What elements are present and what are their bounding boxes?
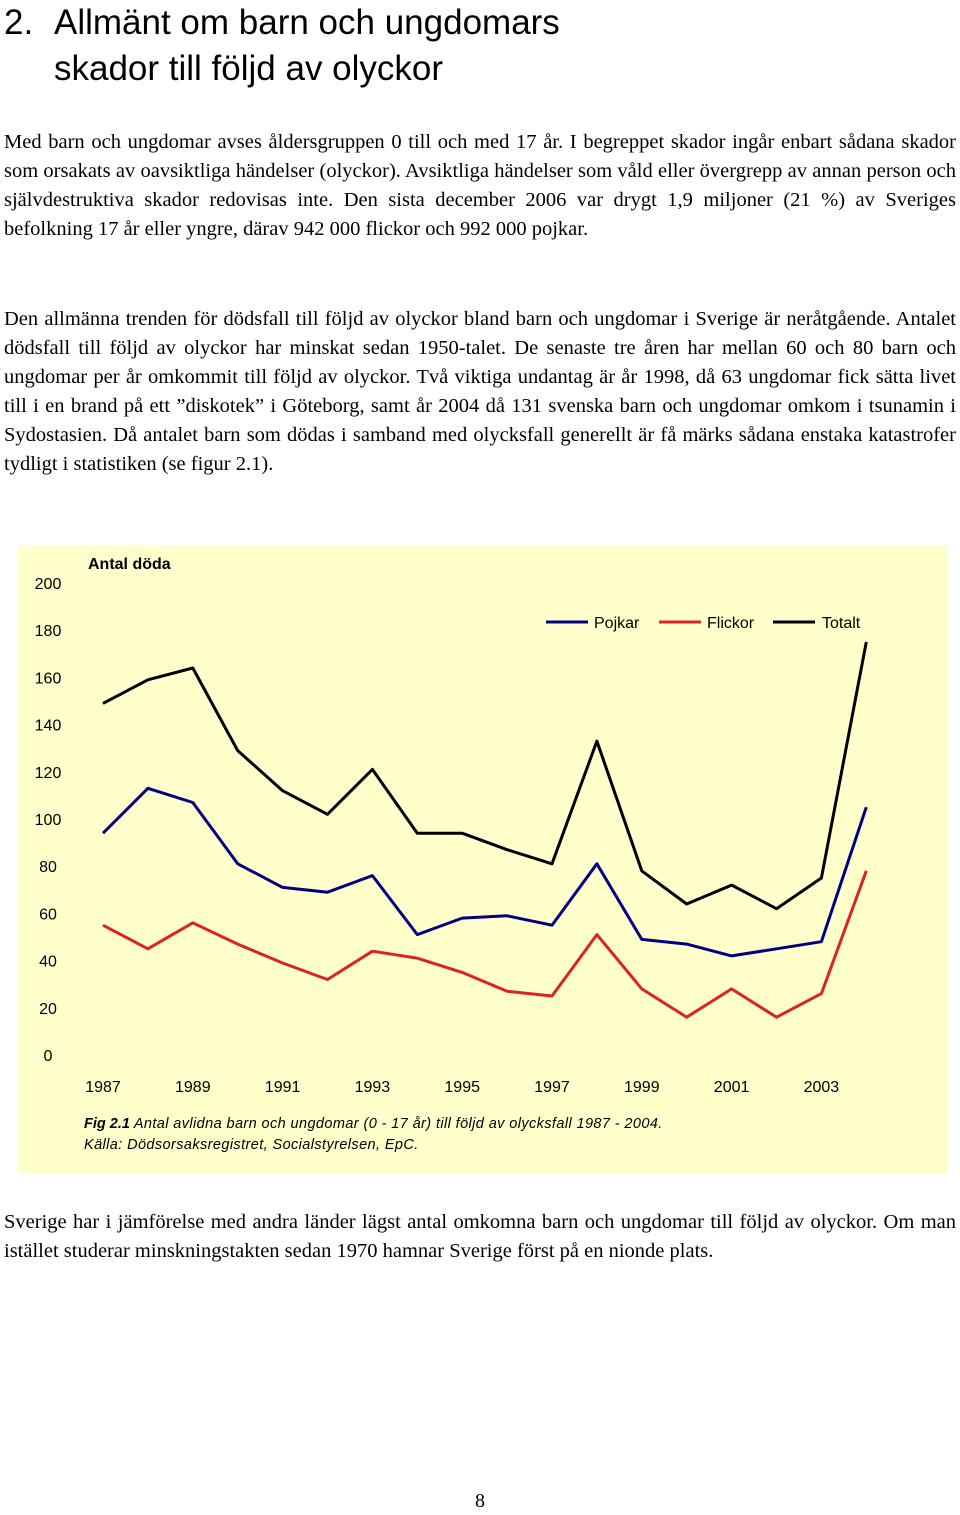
x-tick-label: 2003 [804, 1079, 840, 1096]
y-tick-label: 160 [35, 670, 62, 687]
y-tick-label: 20 [39, 1001, 57, 1018]
section-heading: 2. Allmänt om barn och ungdomars skador t… [4, 0, 944, 92]
paragraph-comparison: Sverige har i jämförelse med andra lände… [4, 1211, 956, 1262]
x-tick-label: 1999 [624, 1079, 660, 1096]
heading-line-2: skador till följd av olyckor [54, 49, 444, 88]
series-line-flickor [102, 870, 868, 1019]
x-tick-label: 1989 [175, 1079, 211, 1096]
line-chart: 0 20 40 60 80 100 120 140 160 180 200 Antal döda 198… [35, 556, 883, 1096]
series-line-totalt [102, 641, 868, 911]
x-tick-label: 1987 [85, 1079, 121, 1096]
legend-label-totalt: Totalt [822, 615, 861, 632]
x-tick-label: 2001 [714, 1079, 750, 1096]
x-tick-label: 1993 [355, 1079, 391, 1096]
paragraph-trend: Den allmänna trenden för dödsfall till f… [4, 308, 956, 475]
paragraph-definitions: Med barn och ungdomar avses åldersgruppe… [4, 131, 956, 240]
section-number: 2. [4, 3, 34, 42]
y-tick-label: 120 [35, 765, 62, 782]
y-tick-label: 0 [44, 1048, 53, 1065]
y-tick-label: 100 [35, 812, 62, 829]
y-axis-label: Antal döda [88, 556, 171, 573]
figure-2-1: 0 20 40 60 80 100 120 140 160 180 200 Antal döda 198… [18, 545, 948, 1173]
legend-label-pojkar: Pojkar [594, 615, 640, 632]
series-line-pojkar [101, 786, 868, 958]
x-tick-label: 1997 [534, 1079, 570, 1096]
figure-title: Antal avlidna barn och ungdomar (0 - 17 … [129, 1116, 663, 1132]
heading-line-1: Allmänt om barn och ungdomars [54, 3, 560, 42]
figure-source: Källa: Dödsorsaksregistret, Socialstyrel… [84, 1137, 419, 1153]
legend-box [538, 607, 883, 633]
y-tick-label: 140 [35, 718, 62, 735]
y-tick-label: 80 [39, 859, 57, 876]
legend-label-flickor: Flickor [707, 615, 755, 632]
y-tick-label: 200 [35, 576, 62, 593]
y-tick-label: 40 [39, 954, 57, 971]
figure-caption: Fig 2.1 Antal avlidna barn och ungdomar … [84, 1114, 934, 1156]
x-tick-label: 1995 [444, 1079, 480, 1096]
figure-label: Fig 2.1 [84, 1116, 130, 1132]
x-tick-label: 1991 [265, 1079, 301, 1096]
y-tick-label: 180 [35, 623, 62, 640]
y-tick-label: 60 [39, 906, 57, 923]
page-number: 8 [475, 1490, 485, 1512]
